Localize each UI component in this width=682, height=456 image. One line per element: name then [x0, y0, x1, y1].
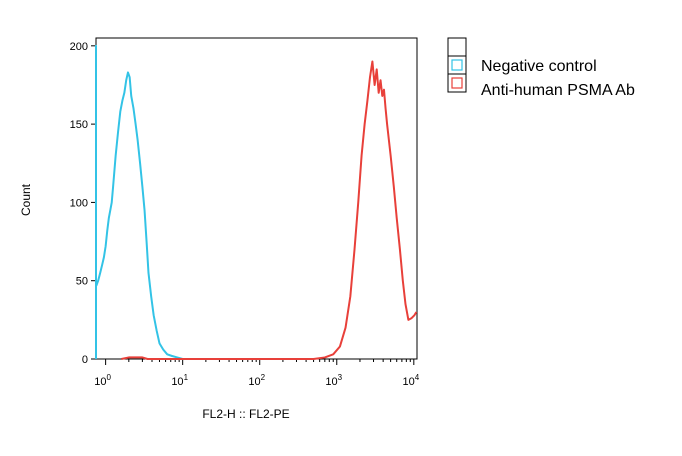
series-line-negative-control [95, 44, 194, 360]
y-axis-title: Count [19, 183, 33, 216]
legend-item-box [447, 73, 467, 93]
y-tick-label: 100 [70, 197, 88, 209]
legend-label-anti-human-psma-ab: Anti-human PSMA Ab [481, 82, 635, 99]
y-tick-label: 50 [76, 276, 88, 288]
x-tick-label: 102 [248, 373, 265, 388]
y-tick-label: 150 [70, 119, 88, 131]
y-tick-label: 200 [70, 41, 88, 53]
y-tick-label: 0 [82, 354, 88, 366]
x-tick-label: 103 [325, 373, 342, 388]
x-tick-label: 100 [94, 373, 111, 388]
y-axis: 0 50 100 150 200 [70, 41, 96, 366]
series-line-anti-human-psma-ab [121, 60, 418, 360]
legend-header-box [447, 37, 467, 57]
x-tick-label: 104 [402, 373, 419, 388]
legend-swatch-anti-human-psma-ab [451, 77, 463, 89]
x-axis: 100 101 102 103 104 [94, 359, 420, 388]
legend-label-negative-control: Negative control [481, 58, 597, 75]
legend: Negative control Anti-human PSMA Ab [447, 37, 635, 99]
legend-swatch-negative-control [451, 59, 463, 71]
legend-item-box [447, 55, 467, 75]
series-lines [95, 44, 418, 360]
x-axis-title: FL2-H :: FL2-PE [202, 407, 289, 421]
x-tick-label: 101 [171, 373, 188, 388]
